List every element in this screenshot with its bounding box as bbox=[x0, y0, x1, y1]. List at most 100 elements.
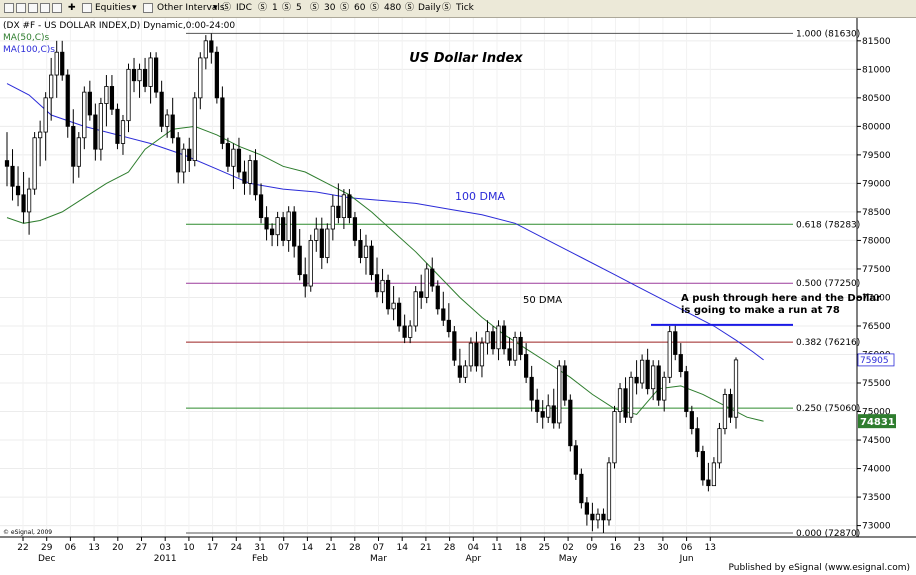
candle bbox=[21, 171, 26, 224]
daily-button[interactable]: Daily bbox=[418, 3, 441, 13]
interval-60-button[interactable]: 60 bbox=[354, 3, 366, 13]
candle bbox=[192, 92, 197, 167]
page-icon[interactable] bbox=[28, 3, 38, 13]
x-tick-label: 30 bbox=[657, 543, 669, 553]
idc-button[interactable]: IDC bbox=[236, 3, 252, 13]
candle-body bbox=[579, 473, 584, 504]
candle-body bbox=[430, 268, 435, 287]
candle bbox=[673, 324, 678, 361]
candle-body bbox=[10, 165, 15, 187]
copyright-label: © eSignal, 2009 bbox=[3, 529, 52, 536]
candle-body bbox=[60, 51, 65, 76]
candle-body bbox=[722, 394, 728, 430]
x-tick-label: 31 bbox=[254, 543, 265, 553]
candle-body bbox=[562, 365, 567, 401]
candle bbox=[98, 97, 103, 161]
candle bbox=[209, 33, 214, 64]
published-by-footer: Published by eSignal (www.esignal.com) bbox=[722, 561, 916, 575]
candle-body bbox=[154, 57, 159, 93]
candle bbox=[319, 217, 324, 269]
x-tick-label: 11 bbox=[491, 543, 502, 553]
candle-body bbox=[286, 211, 291, 241]
candle-body bbox=[397, 302, 402, 327]
interval-circle-icon: Ⓢ bbox=[310, 3, 320, 13]
fib-label: 0.250 (75060) bbox=[796, 404, 860, 414]
dollar-index-chart: 1.000 (81630) 0.618 (78283) 0.500 (77250) 0… bbox=[0, 18, 916, 575]
interval-1-button[interactable]: 1 bbox=[272, 3, 278, 13]
candle-body bbox=[601, 513, 606, 521]
print-icon[interactable] bbox=[40, 3, 50, 13]
window-icon[interactable] bbox=[16, 3, 26, 13]
candle bbox=[314, 217, 319, 252]
y-tick-label: 75000 bbox=[862, 408, 891, 418]
candle-body bbox=[131, 68, 137, 82]
candle-body bbox=[728, 394, 733, 418]
candle-body bbox=[617, 388, 623, 412]
y-tick-label: 80000 bbox=[862, 122, 891, 132]
candles bbox=[4, 33, 739, 534]
candle bbox=[584, 497, 589, 526]
interval-30-button[interactable]: 30 bbox=[324, 3, 336, 13]
candle-body bbox=[546, 405, 551, 418]
other-intervals-button[interactable]: Other Intervals bbox=[157, 3, 225, 13]
tick-button[interactable]: Tick bbox=[456, 3, 474, 13]
candle bbox=[286, 206, 291, 252]
candle bbox=[711, 457, 717, 487]
candle bbox=[281, 211, 286, 247]
candle-body bbox=[419, 291, 424, 298]
candle-body bbox=[667, 331, 672, 378]
candle-body bbox=[623, 388, 628, 418]
candle-body bbox=[474, 342, 479, 367]
candle bbox=[363, 234, 369, 275]
candle-body bbox=[374, 274, 380, 293]
candle bbox=[292, 206, 297, 258]
candle bbox=[667, 325, 672, 384]
toolbar: ✚ Equities ▾ Other Intervals ▾ Ⓢ IDC Ⓢ 1… bbox=[0, 0, 916, 18]
candle-body bbox=[656, 365, 661, 401]
equities-button[interactable]: Equities bbox=[95, 3, 131, 13]
x-month-label: 2011 bbox=[154, 554, 177, 564]
candle-body bbox=[363, 245, 369, 258]
y-tick-label: 78000 bbox=[862, 236, 891, 246]
candle-body bbox=[452, 331, 457, 361]
candle-body bbox=[82, 91, 87, 139]
candle bbox=[474, 331, 479, 372]
candle bbox=[424, 263, 429, 304]
y-tick-label: 73000 bbox=[862, 522, 891, 532]
y-tick-label: 74500 bbox=[862, 436, 891, 446]
candle bbox=[137, 63, 142, 98]
interval-480-button[interactable]: 480 bbox=[384, 3, 402, 13]
x-tick-label: 14 bbox=[396, 543, 408, 553]
interval-5-button[interactable]: 5 bbox=[296, 3, 302, 13]
x-tick-label: 23 bbox=[633, 543, 644, 553]
candle-body bbox=[71, 125, 76, 167]
candle bbox=[634, 360, 639, 395]
candle bbox=[269, 223, 275, 247]
candle bbox=[568, 394, 573, 452]
chart-icon[interactable] bbox=[4, 3, 14, 13]
dropdown-icon[interactable]: ▾ bbox=[213, 3, 218, 13]
candle-body bbox=[308, 240, 313, 287]
x-tick-label: 03 bbox=[159, 543, 170, 553]
candle bbox=[496, 320, 501, 361]
candle bbox=[689, 405, 694, 435]
candle bbox=[181, 143, 186, 184]
candle bbox=[176, 132, 181, 184]
candle-body bbox=[606, 462, 612, 521]
candle-body bbox=[253, 160, 258, 196]
interval-circle-icon: Ⓢ bbox=[442, 3, 452, 13]
candle-body bbox=[170, 114, 175, 139]
candle bbox=[336, 183, 341, 224]
y-tick-label: 77500 bbox=[862, 265, 891, 275]
candle-body bbox=[463, 365, 468, 378]
x-month-label: Dec bbox=[38, 554, 55, 564]
crosshair-icon[interactable]: ✚ bbox=[68, 3, 76, 13]
x-tick-label: 07 bbox=[278, 543, 289, 553]
candle-body bbox=[220, 97, 225, 144]
dropdown-icon[interactable]: ▾ bbox=[132, 3, 137, 13]
push-annotation-line1: A push through here and the Dollar bbox=[681, 293, 881, 304]
candle-body bbox=[325, 228, 330, 258]
candle bbox=[385, 274, 391, 315]
settings-icon[interactable] bbox=[52, 3, 62, 13]
candle-body bbox=[347, 194, 352, 219]
